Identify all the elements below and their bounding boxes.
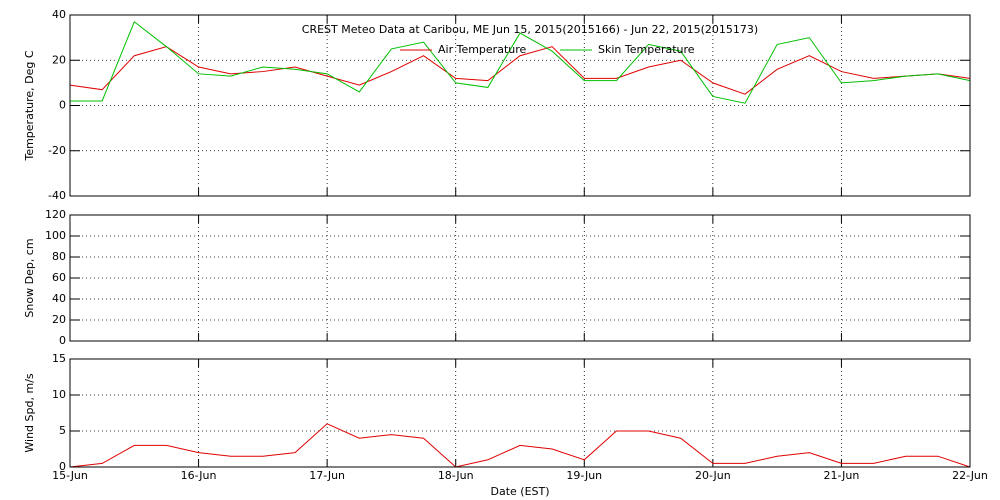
- y-tick-label: 80: [52, 250, 66, 263]
- x-tick-label: 18-Jun: [438, 469, 474, 482]
- data-line: [70, 20, 971, 104]
- chart-title: CREST Meteo Data at Caribou, ME Jun 15, …: [302, 23, 758, 36]
- legend-label: Air Temperature: [438, 43, 527, 56]
- legend-label: Skin Temperature: [598, 43, 695, 56]
- x-tick-label: 21-Jun: [824, 469, 860, 482]
- y-tick-label: 5: [59, 424, 66, 437]
- x-tick-label: 22-Jun: [952, 469, 988, 482]
- y-tick-label: 20: [52, 313, 66, 326]
- plot-frame: [69, 214, 971, 342]
- y-tick-label: 120: [45, 208, 66, 221]
- x-tick-label: 15-Jun: [52, 469, 88, 482]
- y-tick-label: 60: [52, 271, 66, 284]
- x-tick-label: 16-Jun: [181, 469, 217, 482]
- y-tick-label: 0: [59, 334, 66, 347]
- y-axis-label: Snow Dep, cm: [23, 238, 36, 317]
- y-tick-label: 20: [52, 53, 66, 66]
- y-tick-label: 40: [52, 8, 66, 21]
- x-tick-label: 19-Jun: [566, 469, 602, 482]
- y-tick-label: -40: [48, 189, 66, 202]
- y-tick-label: 0: [59, 99, 66, 112]
- x-tick-label: 20-Jun: [695, 469, 731, 482]
- y-tick-label: -20: [48, 144, 66, 157]
- y-tick-label: 0: [59, 460, 66, 473]
- x-axis-label: Date (EST): [490, 485, 549, 498]
- y-tick-label: 40: [52, 292, 66, 305]
- y-axis-label: Wind Spd, m/s: [23, 373, 36, 453]
- y-axis-label: Temperature, Deg C: [23, 50, 36, 161]
- data-line: [69, 46, 971, 95]
- plot-frame: [69, 14, 971, 197]
- data-line: [69, 423, 971, 468]
- x-tick-label: 17-Jun: [309, 469, 345, 482]
- y-tick-label: 10: [52, 388, 66, 401]
- y-tick-label: 15: [52, 352, 66, 365]
- y-tick-label: 100: [45, 229, 66, 242]
- plot-frame: [69, 358, 971, 468]
